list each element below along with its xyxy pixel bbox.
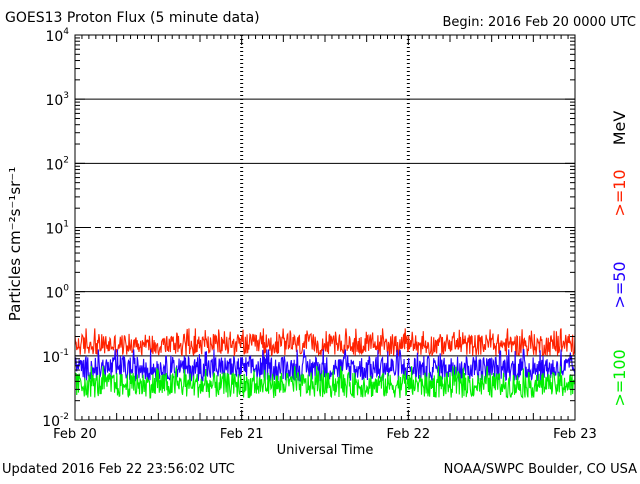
x-axis-label: Universal Time [277,443,374,458]
y-tick-label: 100 [45,284,69,302]
y-tick-exponent: 3 [63,91,69,101]
x-tick-label: Feb 20 [53,427,97,442]
y-tick-label: 101 [45,220,69,238]
y-tick-base: 10 [42,350,60,366]
legend-unit: MeV [610,111,629,146]
y-tick-label: 10-2 [42,412,69,430]
y-tick-exponent: 2 [63,155,69,165]
y-tick-label: 10-1 [42,348,69,366]
y-tick-exponent: 4 [63,27,69,37]
y-tick-base: 10 [45,29,63,45]
series-line [74,348,576,382]
legend-entry: >=50 [610,261,629,308]
y-tick-exponent: 1 [63,220,69,230]
y-tick-label: 103 [45,91,69,109]
y-tick-base: 10 [45,286,63,302]
y-tick-exponent: -1 [60,348,69,358]
series-line [74,328,576,357]
y-tick-label: 102 [45,155,69,173]
y-tick-exponent: 0 [63,284,69,294]
y-tick-label: 104 [45,27,69,45]
y-tick-base: 10 [45,157,63,173]
chart-title: GOES13 Proton Flux (5 minute data) [5,10,260,26]
x-tick-label: Feb 23 [553,427,597,442]
legend-entry: >=10 [610,169,629,216]
begin-time: Begin: 2016 Feb 20 0000 UTC [442,15,636,30]
series-line [74,366,576,399]
y-axis-label: Particles cm⁻²s⁻¹sr⁻¹ [6,167,24,321]
credit-text: NOAA/SWPC Boulder, CO USA [444,462,637,477]
x-tick-label: Feb 22 [386,427,430,442]
y-tick-exponent: -2 [60,412,69,422]
x-tick-label: Feb 21 [220,427,264,442]
updated-timestamp: Updated 2016 Feb 22 23:56:02 UTC [2,462,235,477]
legend-entry: >=100 [610,349,629,406]
y-tick-base: 10 [45,93,63,109]
y-tick-base: 10 [42,414,60,430]
y-tick-base: 10 [45,222,63,238]
